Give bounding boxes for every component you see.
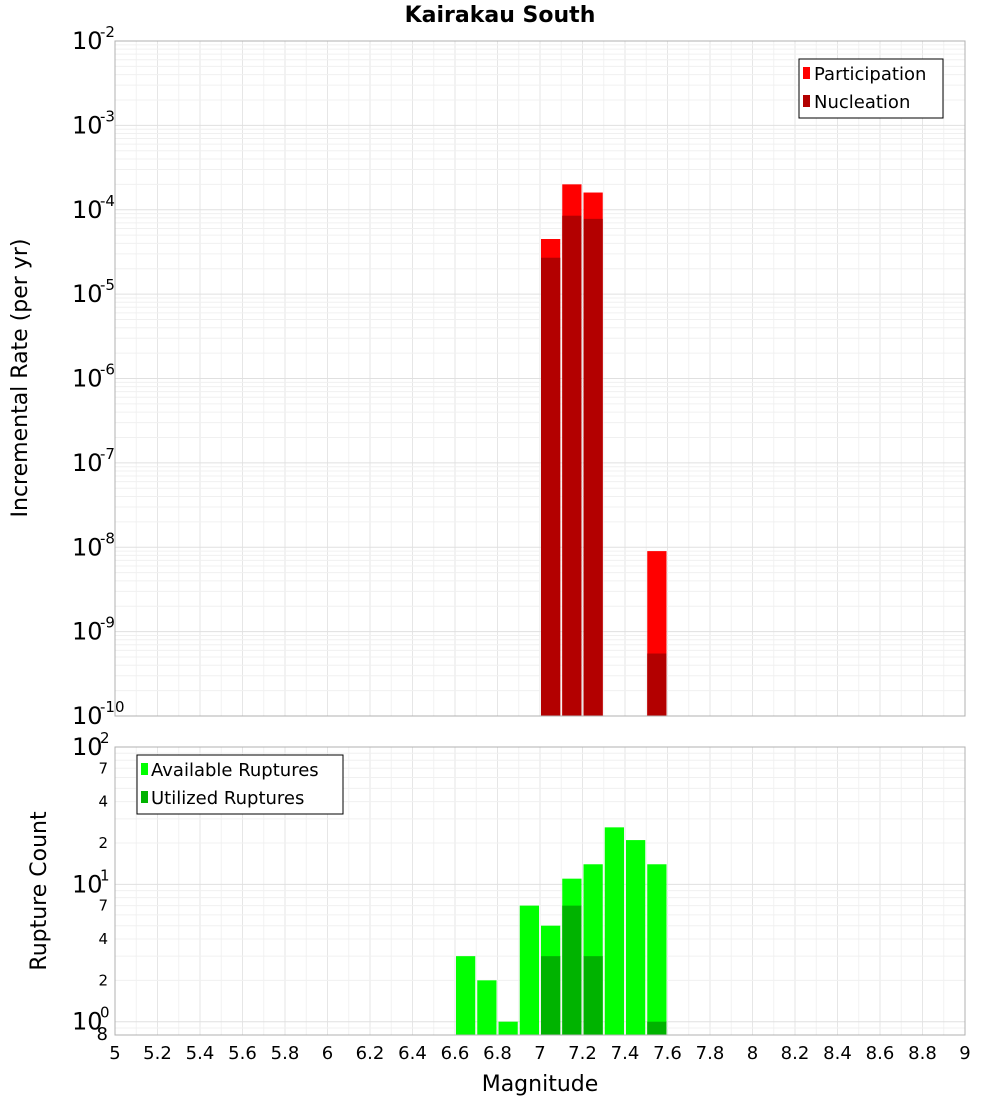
x-tick-labels: 5 5.2 5.4 5.6 5.8 6 6.2 6.4 6.6 6.8 7 7.2 7.4 7.6 7.8 8…	[109, 1043, 970, 1064]
top-y-tick-exponent: -10	[100, 698, 125, 716]
bottom-bar-utilized-ruptures	[541, 956, 561, 1035]
x-tick-label: 9	[959, 1043, 970, 1064]
top-y-tick-exponent: -3	[100, 107, 115, 125]
top-bar-nucleation	[647, 653, 667, 716]
top-y-tick-exponent: -2	[100, 23, 115, 41]
bottom-y-minor-tick-label: 8	[97, 1024, 108, 1045]
x-tick-label: 5	[109, 1043, 120, 1064]
bottom-plot-frame	[114, 746, 966, 1036]
x-tick-label: 6.4	[398, 1043, 427, 1064]
bottom-y-tick-label: 10	[72, 1008, 103, 1036]
top-y-tick-exponent: -9	[100, 614, 115, 632]
bottom-y-minor-tick-label: 2	[98, 834, 108, 852]
legend-label-utilized: Utilized Ruptures	[151, 788, 304, 809]
top-y-tick-exponent: -4	[100, 192, 115, 210]
bottom-y-tick-exponent: 0	[100, 1004, 110, 1022]
x-tick-label: 8.4	[823, 1043, 852, 1064]
top-bar-nucleation	[583, 218, 603, 716]
bottom-bar-available-ruptures	[477, 980, 497, 1035]
x-tick-label: 5.4	[186, 1043, 215, 1064]
top-y-tick-exponent: -7	[100, 445, 115, 463]
top-bar-nucleation	[541, 257, 561, 716]
bottom-y-tick-exponent: 1	[100, 866, 110, 884]
x-tick-label: 6	[322, 1043, 333, 1064]
bottom-bar-available-ruptures	[647, 864, 667, 1035]
top-legend: Participation Nucleation	[798, 58, 944, 119]
x-tick-label: 5.2	[143, 1043, 172, 1064]
bottom-legend-box	[136, 754, 344, 815]
top-y-tick-label: 10	[72, 365, 103, 393]
top-y-tick-label: 10	[72, 449, 103, 477]
top-bar-nucleation	[562, 215, 582, 717]
x-tick-label: 7.6	[653, 1043, 682, 1064]
top-y-tick-label: 10	[72, 27, 103, 55]
x-tick-label: 5.6	[228, 1043, 257, 1064]
bottom-y-minor-tick-label: 7	[98, 897, 108, 915]
x-axis-label: Magnitude	[482, 1072, 599, 1097]
x-tick-label: 8	[747, 1043, 758, 1064]
bottom-y-tick-label: 10	[72, 733, 103, 761]
x-tick-label: 7.2	[568, 1043, 597, 1064]
bottom-y-minor-tick-label: 2	[98, 971, 108, 989]
top-y-axis-label: Incremental Rate (per yr)	[8, 239, 33, 518]
legend-swatch-available	[141, 763, 148, 775]
top-y-tick-exponent: -8	[100, 529, 115, 547]
bottom-bar-utilized-ruptures	[562, 905, 582, 1035]
top-y-tick-label: 10	[72, 196, 103, 224]
bottom-legend: Available Ruptures Utilized Ruptures	[136, 754, 344, 815]
top-y-tick-exponent: -5	[100, 276, 115, 294]
top-y-tick-label: 10	[72, 280, 103, 308]
bottom-bar-available-ruptures	[604, 827, 624, 1035]
top-y-tick-label: 10	[72, 618, 103, 646]
legend-swatch-participation	[803, 67, 810, 79]
x-tick-label: 6.8	[483, 1043, 512, 1064]
bottom-bar-available-ruptures	[498, 1021, 518, 1035]
top-y-tick-label: 10	[72, 111, 103, 139]
x-tick-label: 8.2	[781, 1043, 810, 1064]
chart-title: Kairakau South	[405, 3, 596, 28]
bottom-bar-available-ruptures	[626, 840, 646, 1035]
legend-label-nucleation: Nucleation	[814, 92, 910, 113]
bottom-plot-bars	[456, 827, 667, 1035]
bottom-y-minor-tick-label: 4	[98, 793, 108, 811]
bottom-y-tick-label: 10	[72, 870, 103, 898]
x-tick-label: 8.6	[866, 1043, 895, 1064]
bottom-y-minor-tick-label: 4	[98, 930, 108, 948]
top-y-tick-label: 10	[72, 533, 103, 561]
x-tick-label: 7	[534, 1043, 545, 1064]
bottom-y-minor-tick-label: 7	[98, 759, 108, 777]
top-plot-bars	[541, 184, 667, 717]
bottom-y-tick-exponent: 2	[100, 729, 110, 747]
top-plot-grid	[114, 40, 966, 717]
x-tick-label: 6.6	[441, 1043, 470, 1064]
top-legend-box	[798, 58, 944, 119]
legend-swatch-utilized	[141, 791, 148, 803]
x-tick-label: 6.2	[356, 1043, 385, 1064]
x-tick-label: 7.4	[611, 1043, 640, 1064]
x-tick-label: 7.8	[696, 1043, 725, 1064]
top-plot-frame	[114, 40, 966, 717]
bottom-bar-utilized-ruptures	[583, 956, 603, 1035]
legend-label-participation: Participation	[814, 64, 926, 85]
x-tick-label: 5.8	[271, 1043, 300, 1064]
legend-swatch-nucleation	[803, 95, 810, 107]
legend-label-available: Available Ruptures	[151, 760, 319, 781]
bottom-bar-utilized-ruptures	[647, 1021, 667, 1035]
bottom-y-axis-label: Rupture Count	[27, 811, 52, 971]
bottom-bar-available-ruptures	[519, 905, 539, 1035]
top-y-tick-exponent: -6	[100, 361, 115, 379]
top-y-tick-label: 10	[72, 702, 103, 730]
bottom-bar-available-ruptures	[456, 956, 476, 1035]
x-tick-label: 8.8	[908, 1043, 937, 1064]
